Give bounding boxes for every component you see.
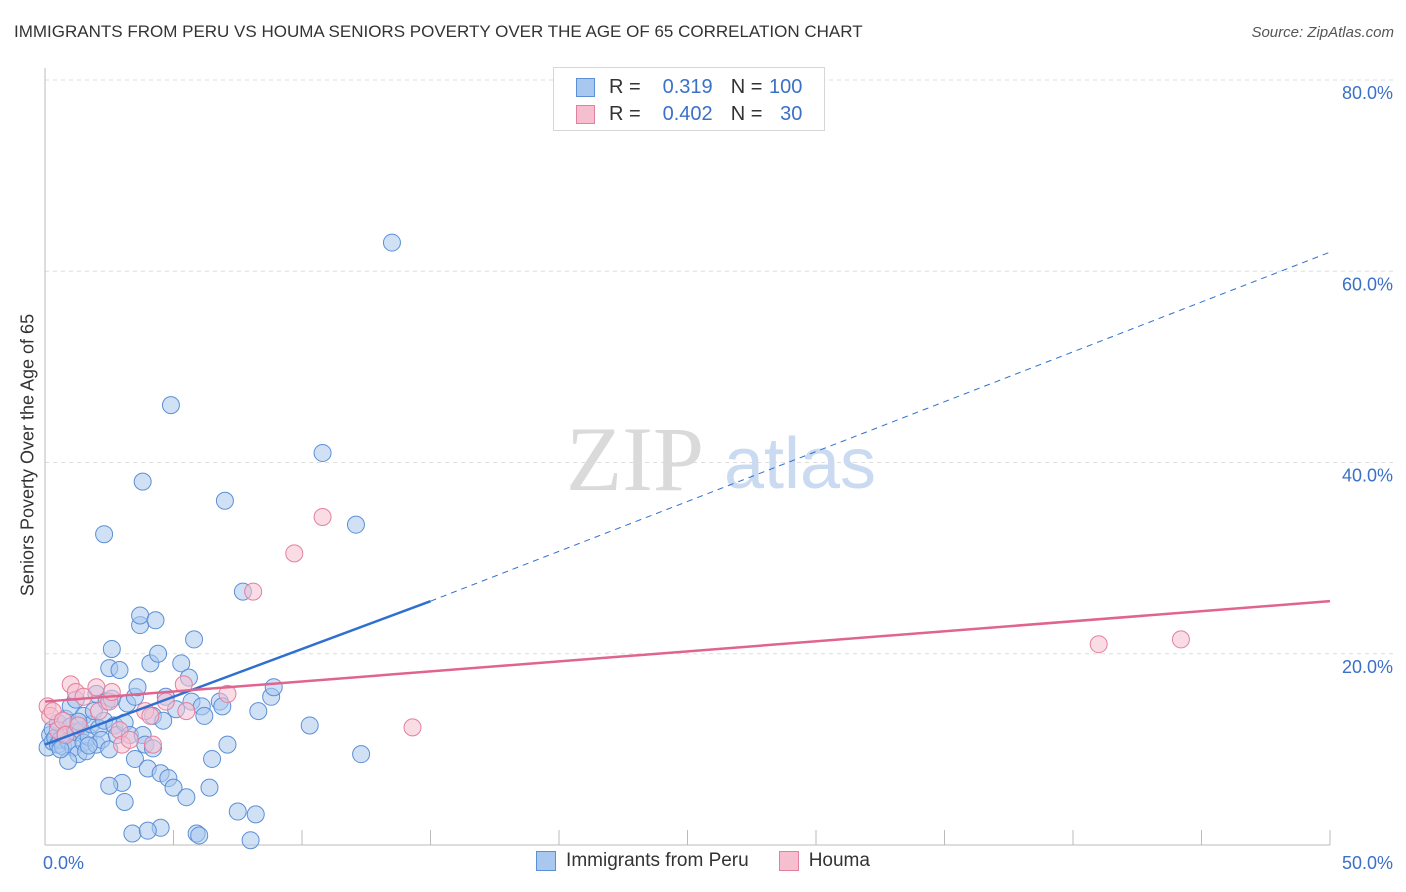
legend-swatch-peru	[536, 851, 557, 871]
legend-n-label: N =	[730, 102, 763, 125]
watermark: ZIP atlas	[566, 408, 876, 510]
watermark-atlas: atlas	[724, 424, 876, 504]
houma-point	[1171, 630, 1190, 649]
legend-n-value: 30	[780, 102, 803, 125]
legend-row-houma: R = 0.402 N = 30	[576, 101, 802, 127]
legend-n-label: N =	[730, 75, 763, 98]
peru-point	[131, 606, 150, 625]
peru-point	[313, 443, 332, 462]
legend-label-peru: Immigrants from Peru	[566, 850, 749, 871]
axes	[44, 68, 1331, 846]
houma-point	[285, 544, 304, 563]
y-tick-label: 60.0%	[1342, 274, 1393, 294]
legend-item-peru[interactable]: Immigrants from Peru	[536, 850, 749, 872]
houma-point	[403, 718, 422, 737]
peru-point	[228, 802, 247, 821]
houma-point	[141, 706, 160, 725]
houma-point	[1089, 635, 1108, 654]
peru-point	[146, 611, 165, 630]
peru-point	[249, 702, 268, 721]
peru-point	[102, 639, 121, 658]
trend-lines	[44, 251, 1331, 746]
peru-point	[300, 716, 319, 735]
y-axis-label: Seniors Poverty Over the Age of 65	[17, 313, 38, 597]
peru-point	[241, 831, 260, 850]
series-legend: Immigrants from Peru Houma	[0, 850, 1406, 872]
peru-point	[128, 678, 147, 697]
peru-point	[382, 233, 401, 252]
houma-point	[87, 678, 106, 697]
legend-row-peru: R = 0.319 N = 100	[576, 74, 802, 100]
x-tick-label: 0.0%	[43, 853, 84, 873]
peru-trend-line	[44, 599, 431, 746]
peru-point	[246, 805, 265, 824]
peru-point	[177, 788, 196, 807]
peru-point	[110, 661, 129, 680]
y-tick-label: 20.0%	[1342, 657, 1393, 677]
peru-point	[185, 630, 204, 649]
peru-point	[352, 745, 371, 764]
houma-point	[177, 702, 196, 721]
peru-point	[164, 778, 183, 797]
tick-labels: 20.0% 40.0% 60.0% 80.0% 0.0% 50.0%	[43, 83, 1393, 873]
peru-point	[161, 396, 180, 415]
peru-point	[203, 749, 222, 768]
legend-r-label: R =	[609, 75, 641, 98]
peru-point	[133, 472, 152, 491]
legend-n-value: 100	[769, 75, 803, 98]
legend-swatch-houma	[778, 851, 799, 871]
legend-r-value: 0.319	[662, 75, 713, 98]
peru-point	[100, 776, 119, 795]
stats-legend: R = 0.319 N = 100 R = 0.402 N = 30	[553, 67, 825, 131]
peru-point	[218, 735, 237, 754]
houma-point	[143, 735, 162, 754]
peru-point	[172, 654, 191, 673]
peru-point	[149, 644, 168, 663]
chart-title: IMMIGRANTS FROM PERU VS HOUMA SENIORS PO…	[14, 22, 863, 41]
peru-point	[123, 824, 142, 843]
peru-point	[346, 515, 365, 534]
source-label: Source: ZipAtlas.com	[1251, 24, 1394, 41]
houma-point	[244, 582, 263, 601]
peru-point	[95, 525, 114, 544]
legend-r-value: 0.402	[662, 102, 713, 125]
houma-point	[313, 508, 332, 527]
legend-label-houma: Houma	[808, 850, 870, 871]
legend-r-label: R =	[609, 102, 641, 125]
peru-point	[200, 778, 219, 797]
peru-point	[125, 749, 144, 768]
legend-item-houma[interactable]: Houma	[778, 850, 870, 872]
houma-trend-line	[44, 599, 1331, 703]
peru-point	[215, 491, 234, 510]
legend-swatch-houma	[576, 104, 595, 124]
legend-swatch-peru	[576, 77, 595, 97]
y-tick-label: 40.0%	[1342, 466, 1393, 486]
watermark-zip: ZIP	[566, 408, 704, 510]
grid-lines	[45, 79, 1395, 655]
data-points	[38, 233, 1190, 850]
peru-point	[115, 792, 134, 811]
peru-point	[190, 826, 209, 845]
houma-point	[218, 684, 237, 703]
y-tick-label: 80.0%	[1342, 83, 1393, 103]
peru-trend-extension	[430, 251, 1331, 602]
houma-point	[120, 730, 139, 749]
peru-point	[79, 736, 98, 755]
x-tick-label: 50.0%	[1342, 853, 1393, 873]
peru-point	[195, 706, 214, 725]
peru-point	[264, 678, 283, 697]
peru-point	[138, 821, 157, 840]
